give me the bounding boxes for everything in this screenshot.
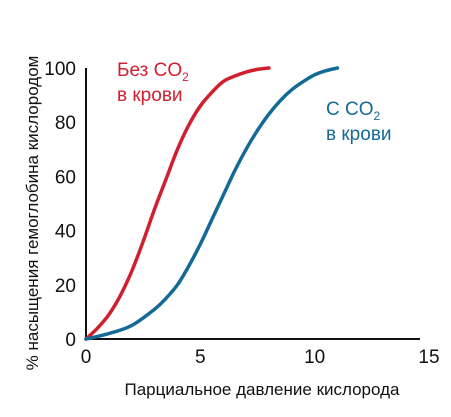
annotation-with-co2-line2: в крови [326,124,392,145]
annotation-no-co2: Без CO2 в крови [117,60,189,106]
y-tick-label: 0 [65,330,76,351]
x-axis-label: Парциальное давление кислорода [125,380,401,399]
y-tick-label: 20 [55,276,76,297]
annotation-no-co2-line1: Без CO2 [117,60,189,84]
y-tick-label: 60 [55,167,76,188]
x-tick-label: 10 [304,347,325,368]
axes [85,68,420,340]
x-tick-label: 5 [195,347,206,368]
annotation-with-co2-line1: С CO2 [326,99,381,123]
annotation-no-co2-line2: в крови [117,85,183,106]
x-tick-label: 15 [418,347,439,368]
y-tick-label: 80 [55,113,76,134]
series-line-no-co2 [84,66,271,341]
tick-labels: 0 5 10 15 0 20 40 60 80 100 [44,59,439,368]
series-lines [84,66,340,341]
y-axis-label: % насыщения гемоглобина кислородом [23,56,42,371]
series-line-with-co2 [84,66,340,341]
x-tick-label: 0 [81,347,92,368]
y-tick-label: 40 [55,222,76,243]
y-tick-label: 100 [44,59,76,80]
annotation-with-co2: С CO2 в крови [326,99,392,145]
